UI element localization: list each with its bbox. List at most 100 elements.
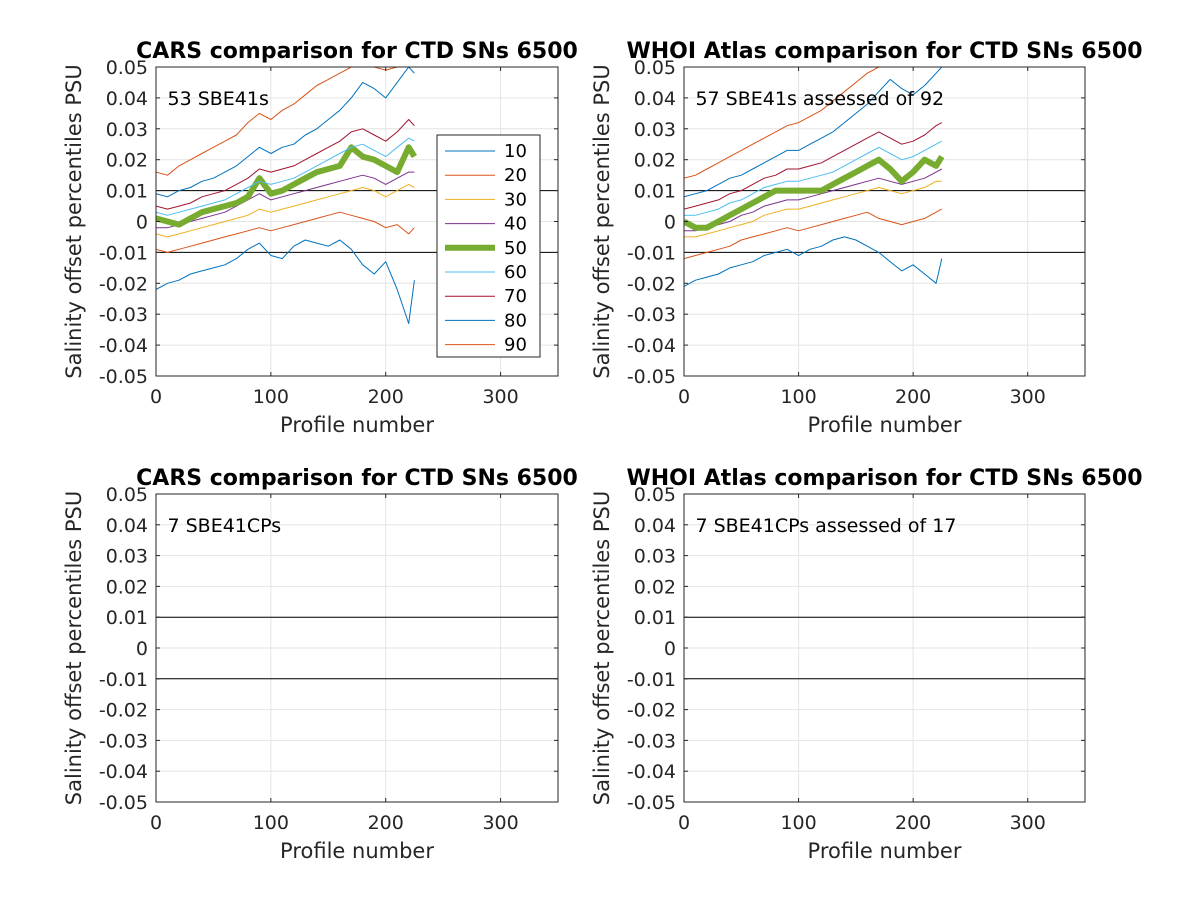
x-axis-label: Profile number [808,413,962,437]
y-tick-label: -0.02 [99,273,148,295]
series-line-60 [156,137,415,216]
annotation-text: 53 SBE41s [167,88,268,110]
y-tick-label: 0 [664,638,676,660]
y-tick-label: -0.03 [627,730,676,752]
y-tick-label: -0.02 [99,700,148,722]
y-tick-label: 0.04 [634,88,676,110]
y-tick-label: 0.02 [634,576,676,598]
x-tick-label: 200 [895,812,931,834]
series-line-30 [156,183,415,238]
series-line-70 [156,119,415,210]
y-tick-label: 0.03 [634,119,676,141]
chart-panel-2: 0 100 200 300 -0.05 -0.04 -0.03 -0.02 -0.01 0 0.01… [590,39,1143,437]
x-tick-label: 300 [1010,812,1046,834]
x-tick-label: 300 [482,812,518,834]
series-group [156,67,417,324]
chart-title: CARS comparison for CTD SNs 6500 [136,466,578,491]
legend-label-70: 70 [504,286,527,307]
x-tick-label: 0 [678,386,690,408]
y-tick-label: -0.04 [627,335,676,357]
series-line-20 [684,208,943,260]
legend-label-90: 90 [504,335,527,356]
series-line-60 [684,140,943,216]
chart-panel-1: 0 100 200 300 -0.05 -0.04 -0.03 -0.02 -0.01 0 0.01… [62,39,578,437]
y-tick-label: -0.04 [99,761,148,783]
series-line-10 [684,236,943,287]
x-tick-label: 200 [368,812,404,834]
y-tick-label: 0.04 [106,515,148,537]
x-tick-label: 200 [368,386,404,408]
y-tick-label: -0.05 [99,366,148,388]
legend-label-10: 10 [504,141,527,162]
y-tick-label: 0.03 [106,546,148,568]
series-line-50 [156,144,417,228]
x-tick-label: 300 [482,386,518,408]
legend-label-50: 50 [504,238,527,259]
y-tick-label: 0.04 [106,88,148,110]
legend-label-30: 30 [504,189,527,210]
series-line-80 [684,67,943,198]
y-tick-label: 0.05 [634,484,676,506]
series-line-20 [156,211,415,253]
x-tick-label: 300 [1010,386,1046,408]
y-tick-label: -0.03 [627,304,676,326]
y-tick-label: -0.04 [627,761,676,783]
annotation-text: 7 SBE41CPs assessed of 17 [695,515,956,537]
x-tick-label: 100 [253,386,289,408]
y-tick-label: 0.05 [106,484,148,506]
y-axis-label: Salinity offset percentiles PSU [62,491,86,805]
y-tick-label: 0.04 [634,515,676,537]
series-line-80 [156,67,415,198]
x-tick-label: 200 [895,386,931,408]
x-tick-label: 0 [678,812,690,834]
series-line-90 [684,67,942,179]
chart-panel-4: 0 100 200 300 -0.05 -0.04 -0.03 -0.02 -0.01 0 0.01… [590,466,1143,863]
legend-label-20: 20 [504,165,527,186]
y-tick-label: 0.01 [634,607,676,629]
y-tick-label: 0.02 [106,150,148,172]
series-line-50 [684,155,945,231]
y-axis-label: Salinity offset percentiles PSU [62,64,86,378]
chart-title: CARS comparison for CTD SNs 6500 [136,39,578,64]
legend-label-80: 80 [504,310,527,331]
chart-title: WHOI Atlas comparison for CTD SNs 6500 [626,39,1142,64]
x-tick-label: 0 [150,386,162,408]
y-tick-label: -0.05 [627,792,676,814]
annotation-text: 57 SBE41s assessed of 92 [695,88,944,110]
series-line-90 [156,67,415,176]
chart-title: WHOI Atlas comparison for CTD SNs 6500 [626,466,1142,491]
y-tick-label: -0.03 [99,304,148,326]
x-tick-label: 0 [150,812,162,834]
y-tick-label: 0.03 [106,119,148,141]
y-tick-label: -0.02 [627,700,676,722]
y-tick-label: 0.03 [634,546,676,568]
series-line-10 [156,239,415,324]
y-tick-label: -0.02 [627,273,676,295]
x-axis-label: Profile number [280,839,434,863]
legend: 10 20 30 40 50 60 70 80 90 [436,134,541,358]
legend-label-40: 40 [504,214,527,235]
x-tick-label: 100 [253,812,289,834]
y-tick-label: -0.05 [99,792,148,814]
y-tick-label: 0.02 [634,150,676,172]
annotation-text: 7 SBE41CPs [167,515,281,537]
legend-label-60: 60 [504,262,527,283]
x-axis-label: Profile number [808,839,962,863]
series-line-40 [156,171,415,229]
x-tick-label: 100 [780,812,816,834]
y-tick-label: 0.01 [106,607,148,629]
y-tick-label: -0.01 [627,242,676,264]
y-tick-label: 0.05 [634,57,676,79]
y-tick-label: -0.01 [99,669,148,691]
chart-panel-3: 0 100 200 300 -0.05 -0.04 -0.03 -0.02 -0.01 0 0.01… [62,466,578,863]
y-tick-label: -0.01 [99,242,148,264]
x-tick-label: 100 [780,386,816,408]
y-axis-label: Salinity offset percentiles PSU [590,64,614,378]
series-line-40 [684,168,943,232]
y-tick-label: 0.05 [106,57,148,79]
y-tick-label: 0.02 [106,576,148,598]
series-line-70 [684,122,943,210]
y-tick-label: 0 [136,212,148,234]
y-tick-label: 0 [664,212,676,234]
